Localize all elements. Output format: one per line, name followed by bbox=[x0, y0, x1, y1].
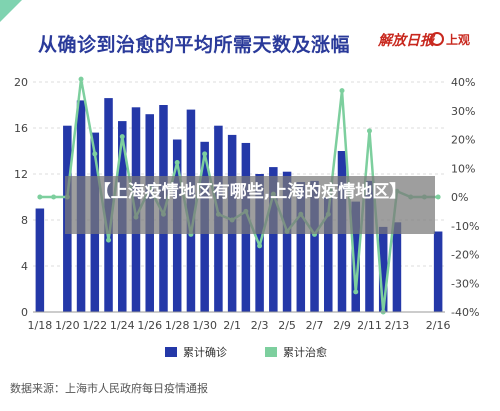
x-tick-label: 2/16 bbox=[426, 319, 451, 332]
bar-confirmed bbox=[365, 180, 374, 312]
point-cured bbox=[339, 88, 345, 94]
bar-confirmed bbox=[324, 197, 333, 312]
bar-confirmed bbox=[269, 167, 278, 312]
bar-confirmed bbox=[378, 226, 388, 312]
y-right-tick-label: -40% bbox=[451, 306, 479, 319]
legend-item-cured: 累计治愈 bbox=[265, 344, 327, 360]
point-cured bbox=[202, 151, 208, 157]
y-right-tick-label: 40% bbox=[451, 76, 475, 89]
headline-overlay: 【上海疫情地区有哪些,上海的疫情地区】 bbox=[65, 176, 435, 234]
point-cured bbox=[435, 194, 441, 200]
corner-accent bbox=[0, 0, 22, 22]
point-cured bbox=[366, 128, 372, 134]
x-tick-label: 2/13 bbox=[385, 319, 410, 332]
y-right-tick-label: -30% bbox=[451, 277, 479, 290]
jiefang-daily-logo: 解放日报 bbox=[378, 33, 434, 49]
bar-confirmed bbox=[433, 231, 443, 312]
point-cured bbox=[37, 194, 43, 200]
x-tick-label: 2/3 bbox=[251, 319, 269, 332]
x-tick-label: 2/11 bbox=[357, 319, 382, 332]
y-left-tick-label: 0 bbox=[21, 306, 28, 319]
y-left-tick-label: 4 bbox=[21, 260, 28, 273]
point-cured bbox=[174, 160, 180, 165]
point-cured bbox=[257, 243, 263, 249]
y-left-tick-label: 8 bbox=[21, 214, 28, 227]
shangguan-logo: 上观 bbox=[430, 31, 470, 48]
legend-swatch-confirmed bbox=[165, 347, 177, 357]
chart-title: 从确诊到治愈的平均所需天数及涨幅 bbox=[38, 34, 351, 56]
bar-confirmed bbox=[35, 208, 45, 312]
point-cured bbox=[78, 76, 84, 82]
point-cured bbox=[51, 194, 57, 200]
legend-label-cured: 累计治愈 bbox=[283, 346, 327, 359]
y-left-tick-label: 12 bbox=[14, 168, 28, 181]
bar-confirmed bbox=[310, 180, 319, 312]
x-tick-label: 1/22 bbox=[82, 319, 107, 332]
x-tick-label: 2/5 bbox=[278, 319, 296, 332]
y-right-tick-label: -10% bbox=[451, 220, 479, 233]
shangguan-logo-text: 上观 bbox=[446, 33, 471, 47]
x-tick-label: 1/20 bbox=[55, 319, 80, 332]
bar-confirmed bbox=[392, 222, 402, 312]
legend-swatch-cured bbox=[265, 347, 277, 357]
point-cured bbox=[119, 134, 125, 140]
x-tick-label: 1/30 bbox=[192, 319, 217, 332]
shangguan-logo-icon bbox=[430, 32, 444, 46]
data-source: 数据来源：上海市人民政府每日疫情通报 bbox=[10, 382, 208, 395]
headline-overlay-text: 【上海疫情地区有哪些,上海的疫情地区】 bbox=[93, 182, 407, 202]
point-cured bbox=[92, 151, 98, 157]
x-tick-label: 1/26 bbox=[137, 319, 162, 332]
x-tick-label: 1/24 bbox=[110, 319, 135, 332]
y-right-tick-label: 0% bbox=[451, 191, 468, 204]
bar-confirmed bbox=[351, 201, 360, 312]
legend-item-confirmed: 累计确诊 bbox=[165, 344, 227, 360]
bar-confirmed bbox=[282, 171, 292, 312]
legend: 累计确诊 累计治愈 bbox=[0, 344, 500, 360]
y-left-tick-label: 16 bbox=[14, 122, 28, 135]
y-right-tick-label: 10% bbox=[451, 162, 475, 175]
y-right-tick-label: 30% bbox=[451, 105, 475, 118]
y-right-tick-label: 20% bbox=[451, 134, 475, 147]
x-tick-label: 1/18 bbox=[28, 319, 53, 332]
x-tick-label: 2/7 bbox=[306, 319, 324, 332]
legend-label-confirmed: 累计确诊 bbox=[183, 346, 227, 359]
bar-confirmed bbox=[296, 182, 306, 312]
y-left-tick-label: 20 bbox=[14, 76, 28, 89]
y-right-tick-label: -20% bbox=[451, 249, 479, 262]
x-tick-label: 2/9 bbox=[333, 319, 351, 332]
point-cured bbox=[106, 237, 112, 243]
x-tick-label: 2/1 bbox=[223, 319, 241, 332]
point-cured bbox=[353, 289, 359, 295]
x-tick-label: 1/28 bbox=[165, 319, 190, 332]
